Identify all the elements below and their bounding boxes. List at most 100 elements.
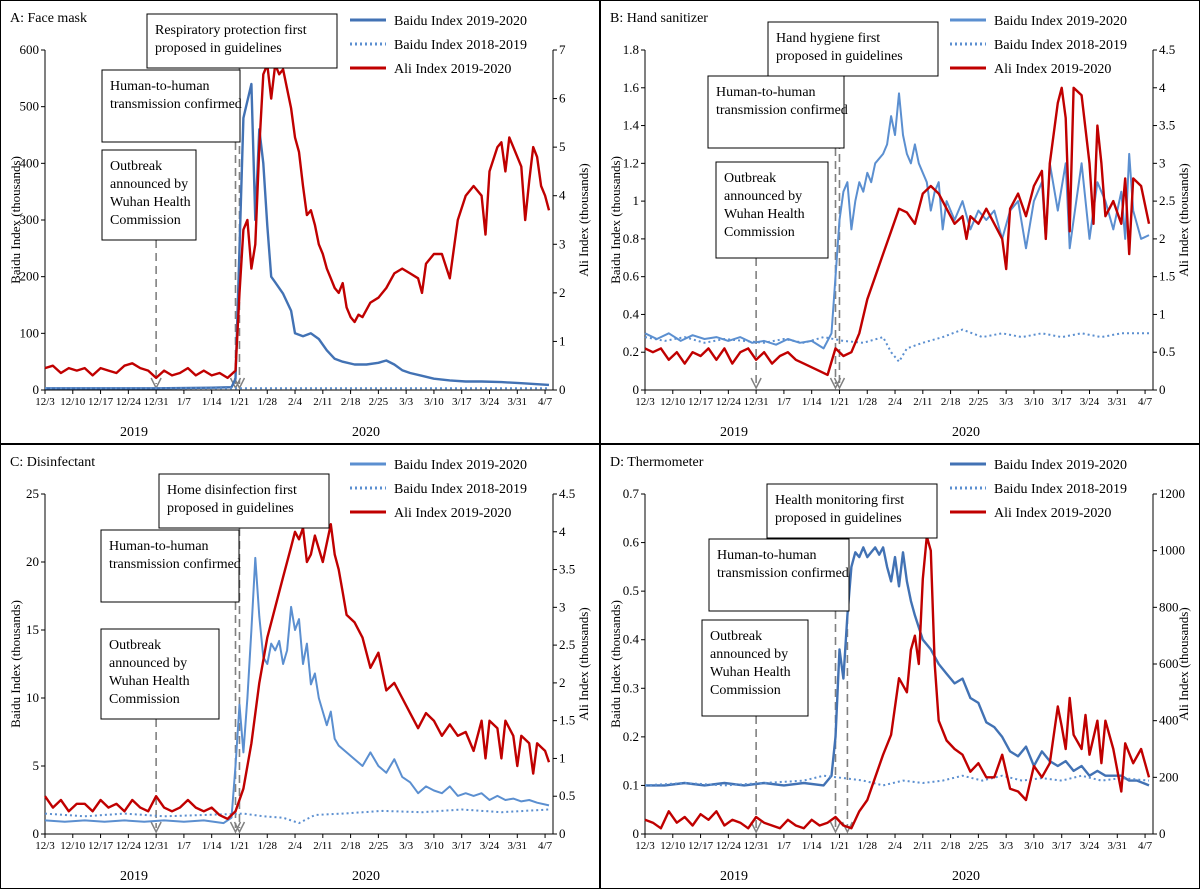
legend-label: Baidu Index 2018-2019 [994,38,1127,53]
annotation-text-line: Outbreak [110,159,162,174]
series-line [644,535,1151,830]
x-tick-label: 12/31 [744,840,769,852]
x-tick-label: 4/7 [1138,840,1153,852]
y-tick-label-right: 6 [559,91,566,106]
series-line [644,774,1150,787]
x-tick-label: 1/28 [857,396,877,408]
x-tick-label: 1/7 [177,840,192,852]
x-tick-label: 2/18 [941,840,961,852]
series-line [45,82,550,390]
y-tick-label-right: 1 [559,333,566,348]
x-tick-label: 3/17 [452,840,472,852]
x-tick-label: 3/17 [452,396,472,408]
x-tick-label: 3/3 [399,840,414,852]
event-arrow [229,821,242,834]
y-tick-label-right: 3 [559,236,566,251]
y-tick-label-right: 1.5 [559,713,575,728]
chart-title: A: Face mask [10,11,87,26]
y-tick-label-left: 0 [633,826,640,841]
y-tick-label-right: 1 [559,750,566,765]
y-tick-label-left: 0 [33,826,40,841]
x-tick-label: 2/25 [969,840,989,852]
y-tick-label-left: 0.3 [623,680,639,695]
y-axis-title-right: Ali Index (thousands) [576,163,591,276]
y-tick-label-left: 0.4 [623,632,640,647]
annotation-text-line: Wuhan Health [110,195,191,210]
x-tick-label: 1/7 [777,840,792,852]
x-tick-label: 3/31 [1108,840,1128,852]
y-tick-label-left: 0.8 [623,231,639,246]
annotation-box [701,619,809,717]
y-tick-label-left: 1.6 [623,80,640,95]
annotation-text-line: proposed in guidelines [776,49,903,64]
annotation-text-line: Commission [710,683,781,698]
panel-d: D: Thermometer 0 0.1 0.2 0.3 0.4 0.5 0.6 0.7 0 200… [600,444,1200,889]
legend-label: Baidu Index 2018-2019 [394,38,527,53]
y-tick-label-left: 5 [33,758,40,773]
chart-title: C: Disinfectant [10,455,95,470]
y-axis-title-right: Ali Index (thousands) [1176,163,1191,276]
x-tick-label: 2/18 [341,840,361,852]
x-tick-label: 1/21 [230,396,250,408]
y-tick-label-right: 0 [1159,826,1166,841]
annotation-text-line: transmission confirmed [717,566,849,581]
x-tick-label: 3/31 [508,840,528,852]
x-tick-label: 3/24 [480,840,500,852]
y-tick-label-left: 500 [20,99,40,114]
y-tick-label-right: 5 [559,139,566,154]
annotation-text-line: proposed in guidelines [775,511,902,526]
x-tick-label: 3/10 [424,396,444,408]
x-tick-label: 1/14 [802,840,822,852]
annotation-text-line: announced by [109,656,187,671]
annotation-text-line: Commission [724,225,795,240]
annotation-text-line: Human-to-human [716,85,816,100]
y-tick-label-left: 0.6 [623,269,640,284]
y-tick-label-left: 0.1 [623,777,639,792]
y-tick-label-left: 0.2 [623,729,639,744]
y-tick-label-right: 0.5 [1159,344,1175,359]
annotation-text: Outbreak announced by Wuhan Health Commissi… [110,159,191,228]
year-label-2020: 2020 [952,425,980,440]
annotation-text-line: Wuhan Health [710,665,791,680]
x-tick-label: 2/25 [369,840,389,852]
annotation-box [715,161,829,259]
x-tick-label: 2/18 [341,396,361,408]
legend-label: Baidu Index 2018-2019 [394,482,527,497]
annotation-box [101,69,241,143]
panel-a: A: Face mask 0 100 200 300 400 500 600 0 1 2 3 4 5 6 7 B… [0,0,600,444]
y-tick-label-right: 2.5 [559,637,575,652]
series-line [645,546,1150,787]
y-axis-title-right: Ali Index (thousands) [1176,607,1191,720]
annotation-text: Human-to-human transmission confirmed [717,548,849,581]
y-tick-label-right: 2 [559,285,566,300]
x-tick-label: 3/10 [1024,396,1044,408]
annotation-text-line: announced by [724,189,802,204]
event-arrow [750,377,762,390]
annotation-text: Home disinfection first proposed in guide… [167,483,297,516]
y-tick-label-right: 4.5 [1159,42,1175,57]
x-tick-label: 1/21 [230,840,250,852]
x-tick-label: 2/11 [313,840,332,852]
annotation-text-line: Health monitoring first [775,493,904,508]
x-tick-label: 4/7 [538,396,553,408]
y-tick-label-right: 1.5 [1159,269,1175,284]
y-tick-label-right: 3.5 [1159,118,1175,133]
legend-label: Baidu Index 2018-2019 [994,482,1127,497]
x-tick-label: 2/4 [288,396,303,408]
event-arrow [233,821,246,834]
annotation-text: Human-to-human transmission confirmed [110,79,242,112]
x-tick-label: 1/28 [257,840,277,852]
annotation-box [766,483,938,539]
y-tick-label-right: 3 [559,599,566,614]
y-tick-label-left: 0.2 [623,344,639,359]
series-line [644,86,1151,377]
annotation-text: Human-to-human transmission confirmed [716,85,848,118]
y-tick-label-right: 800 [1159,599,1179,614]
x-tick-label: 2/18 [941,396,961,408]
annotation-text: Outbreak announced by Wuhan Health Commissi… [109,638,190,707]
annotation-text-line: transmission confirmed [716,103,848,118]
x-tick-label: 12/17 [688,396,714,408]
y-tick-label-left: 0.4 [623,306,640,321]
y-tick-label-left: 15 [26,622,39,637]
x-tick-label: 1/14 [202,840,222,852]
